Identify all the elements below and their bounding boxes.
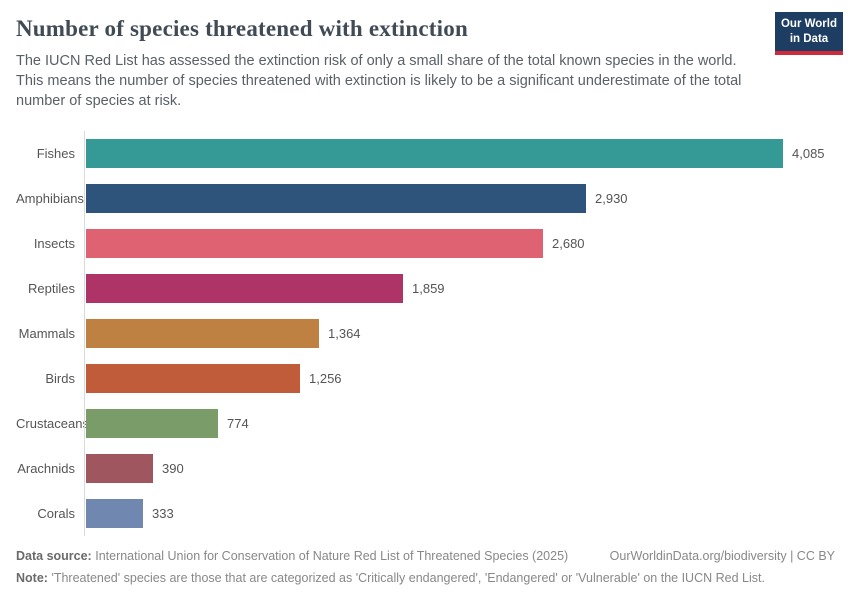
note-label: Note: (16, 570, 48, 585)
bar-area: 333 (84, 491, 835, 536)
value-label-crustaceans: 774 (227, 416, 249, 431)
chart-row: Fishes 4,085 (16, 131, 835, 176)
bar-area: 390 (84, 446, 835, 491)
data-source: Data source: International Union for Con… (16, 547, 568, 565)
value-label-arachnids: 390 (162, 461, 184, 476)
bar-area: 774 (84, 401, 835, 446)
value-label-insects: 2,680 (552, 236, 585, 251)
bar-arachnids[interactable] (86, 454, 153, 483)
value-label-mammals: 1,364 (328, 326, 361, 341)
bar-chart: Fishes 4,085 Amphibians 2,930 Insects 2,680 Re… (16, 131, 835, 536)
category-label-crustaceans: Crustaceans (16, 416, 89, 431)
bar-birds[interactable] (86, 364, 300, 393)
category-label-arachnids: Arachnids (17, 461, 75, 476)
header-text: Number of species threatened with extinc… (16, 16, 756, 111)
value-label-birds: 1,256 (309, 371, 342, 386)
bar-reptiles[interactable] (86, 274, 403, 303)
chart-row: Birds 1,256 (16, 356, 835, 401)
chart-row: Crustaceans 774 (16, 401, 835, 446)
chart-row: Arachnids 390 (16, 446, 835, 491)
footer-note-line: Note: 'Threatened' species are those tha… (16, 569, 835, 587)
category-label-fishes: Fishes (36, 146, 75, 161)
category-label-birds: Birds (45, 371, 75, 386)
owid-logo[interactable]: Our World in Data (775, 12, 843, 55)
category-label-mammals: Mammals (18, 326, 75, 341)
data-source-text: International Union for Conservation of … (95, 548, 569, 563)
category-label-reptiles: Reptiles (28, 281, 75, 296)
bar-corals[interactable] (86, 499, 143, 528)
data-source-label: Data source: (16, 548, 92, 563)
footer-source-line: Data source: International Union for Con… (16, 547, 835, 565)
value-label-corals: 333 (152, 506, 174, 521)
chart-row: Mammals 1,364 (16, 311, 835, 356)
category-label-insects: Insects (33, 236, 75, 251)
value-label-fishes: 4,085 (792, 146, 825, 161)
page-title: Number of species threatened with extinc… (16, 16, 468, 41)
bar-area: 1,859 (84, 266, 835, 311)
logo-line-1: Our World (780, 18, 837, 30)
chart-row: Insects 2,680 (16, 221, 835, 266)
bar-area: 2,930 (84, 176, 835, 221)
logo-line-2: in Data (789, 32, 829, 45)
bar-area: 2,680 (84, 221, 835, 266)
attribution-link[interactable]: OurWorldinData.org/biodiversity | CC BY (609, 548, 835, 563)
chart-row: Reptiles 1,859 (16, 266, 835, 311)
chart-subtitle: The IUCN Red List has assessed the extin… (16, 53, 742, 109)
bar-mammals[interactable] (86, 319, 319, 348)
bar-area: 1,256 (84, 356, 835, 401)
bar-crustaceans[interactable] (86, 409, 218, 438)
chart-row: Amphibians 2,930 (16, 176, 835, 221)
category-label-amphibians: Amphibians (16, 191, 84, 206)
note-text: 'Threatened' species are those that are … (51, 570, 765, 585)
bar-area: 4,085 (84, 131, 835, 176)
bar-area: 1,364 (84, 311, 835, 356)
category-label-corals: Corals (37, 506, 75, 521)
chart-row: Corals 333 (16, 491, 835, 536)
chart-footer: Data source: International Union for Con… (16, 547, 835, 587)
value-label-amphibians: 2,930 (595, 191, 628, 206)
bar-fishes[interactable] (86, 139, 783, 168)
bar-insects[interactable] (86, 229, 543, 258)
chart-header: Number of species threatened with extinc… (16, 12, 843, 111)
value-label-reptiles: 1,859 (412, 281, 445, 296)
bar-amphibians[interactable] (86, 184, 586, 213)
